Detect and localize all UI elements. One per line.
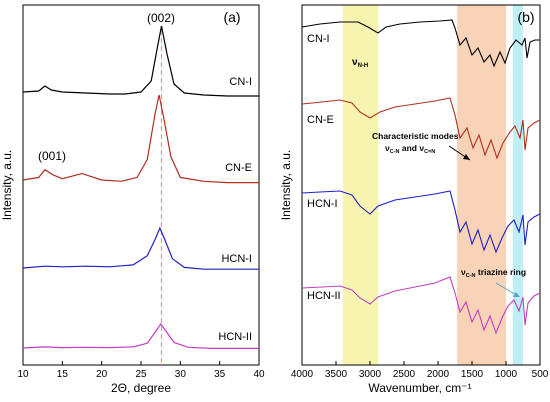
panel-b-y-axis-label: Intensity, a.u. xyxy=(279,150,293,220)
panel-b-tick-label-2000: 2000 xyxy=(427,369,450,380)
peak-label-001: (001) xyxy=(38,149,66,163)
legend-a-cn-i: CN-I xyxy=(229,76,252,88)
panel-b-bands-group xyxy=(342,5,523,365)
panel-b-tick-label-3500: 3500 xyxy=(325,369,348,380)
xrd-curve-hcn-ii xyxy=(22,322,259,349)
panel-b-tick-label-1000: 1000 xyxy=(495,369,518,380)
legend-a-hcn-i: HCN-I xyxy=(221,253,252,265)
annotation-modes-line1: Characteristic modes xyxy=(372,131,459,141)
legend-b-cn-e: CN-E xyxy=(307,114,334,126)
annotation-modes-arrowhead xyxy=(463,154,470,160)
legend-b-cn-i: CN-I xyxy=(307,33,330,45)
panel-a-frame xyxy=(22,4,260,366)
legend-a-cn-e: CN-E xyxy=(225,162,252,174)
ir-curve-hcn-ii xyxy=(301,276,541,335)
panel-a-tick-label-25: 25 xyxy=(135,369,147,380)
ir-curve-cn-e xyxy=(301,97,541,160)
xrd-curve-cn-i xyxy=(22,25,259,97)
xrd-curve-hcn-i xyxy=(22,226,259,270)
legend-b-hcn-i: HCN-I xyxy=(307,198,338,210)
panel-b-tick-label-1500: 1500 xyxy=(461,369,484,380)
panel-a-tick-label-15: 15 xyxy=(57,369,69,380)
panel-a-x-axis-label: 2Θ, degree xyxy=(111,381,171,395)
panel-b-tick-label-500: 500 xyxy=(532,369,549,380)
panel-a-tick-label-35: 35 xyxy=(214,369,226,380)
highlight-band-2 xyxy=(457,5,506,365)
peak-label-002: (002) xyxy=(147,11,175,25)
panel-a-tick-label-10: 10 xyxy=(17,369,29,380)
panel-b-label: (b) xyxy=(517,9,534,25)
panel-a-y-axis-label: Intensity, a.u. xyxy=(0,150,14,220)
annotation-triazine-arrow xyxy=(495,282,519,297)
panel-a-tick-label-40: 40 xyxy=(253,369,265,380)
legend-a-hcn-ii: HCN-II xyxy=(218,331,252,343)
ir-curve-cn-i xyxy=(301,19,540,68)
panel-a-ticks-group: 10 15 20 25 30 35 40 xyxy=(17,361,265,380)
panel-a-series-group xyxy=(22,25,259,349)
legend-b-hcn-ii: HCN-II xyxy=(307,290,341,302)
panel-a-tick-label-30: 30 xyxy=(175,369,187,380)
annotation-modes-line2: νC-N and νC=N xyxy=(385,143,435,155)
panel-a: 10 15 20 25 30 35 40 (a) (002) (001) CN-I CN-E… xyxy=(0,4,265,395)
panel-a-label: (a) xyxy=(223,9,240,25)
panel-b: 4000 3500 3000 2500 2000 1500 1000 500 (b) CN-I… xyxy=(279,4,549,395)
panel-a-tick-label-20: 20 xyxy=(96,369,108,380)
annotation-triazine: νC-N triazine ring xyxy=(461,267,526,279)
panel-b-frame xyxy=(301,4,541,366)
panel-b-ticks-group: 4000 3500 3000 2500 2000 1500 1000 500 xyxy=(291,361,549,380)
annotation-v-nh: νN-H xyxy=(352,57,368,69)
panel-b-tick-label-3000: 3000 xyxy=(359,369,382,380)
highlight-band-3 xyxy=(512,5,523,365)
panel-b-tick-label-4000: 4000 xyxy=(291,369,314,380)
panel-b-tick-label-2500: 2500 xyxy=(393,369,416,380)
annotation-triazine-arrowhead xyxy=(513,292,520,297)
highlight-band-1 xyxy=(342,5,379,365)
ir-curve-hcn-i xyxy=(301,190,541,254)
xrd-curve-cn-e xyxy=(22,94,259,184)
panel-b-x-axis-label: Wavenumber, cm⁻¹ xyxy=(368,381,471,395)
